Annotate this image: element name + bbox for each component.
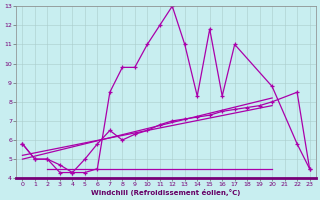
X-axis label: Windchill (Refroidissement éolien,°C): Windchill (Refroidissement éolien,°C) xyxy=(91,189,241,196)
